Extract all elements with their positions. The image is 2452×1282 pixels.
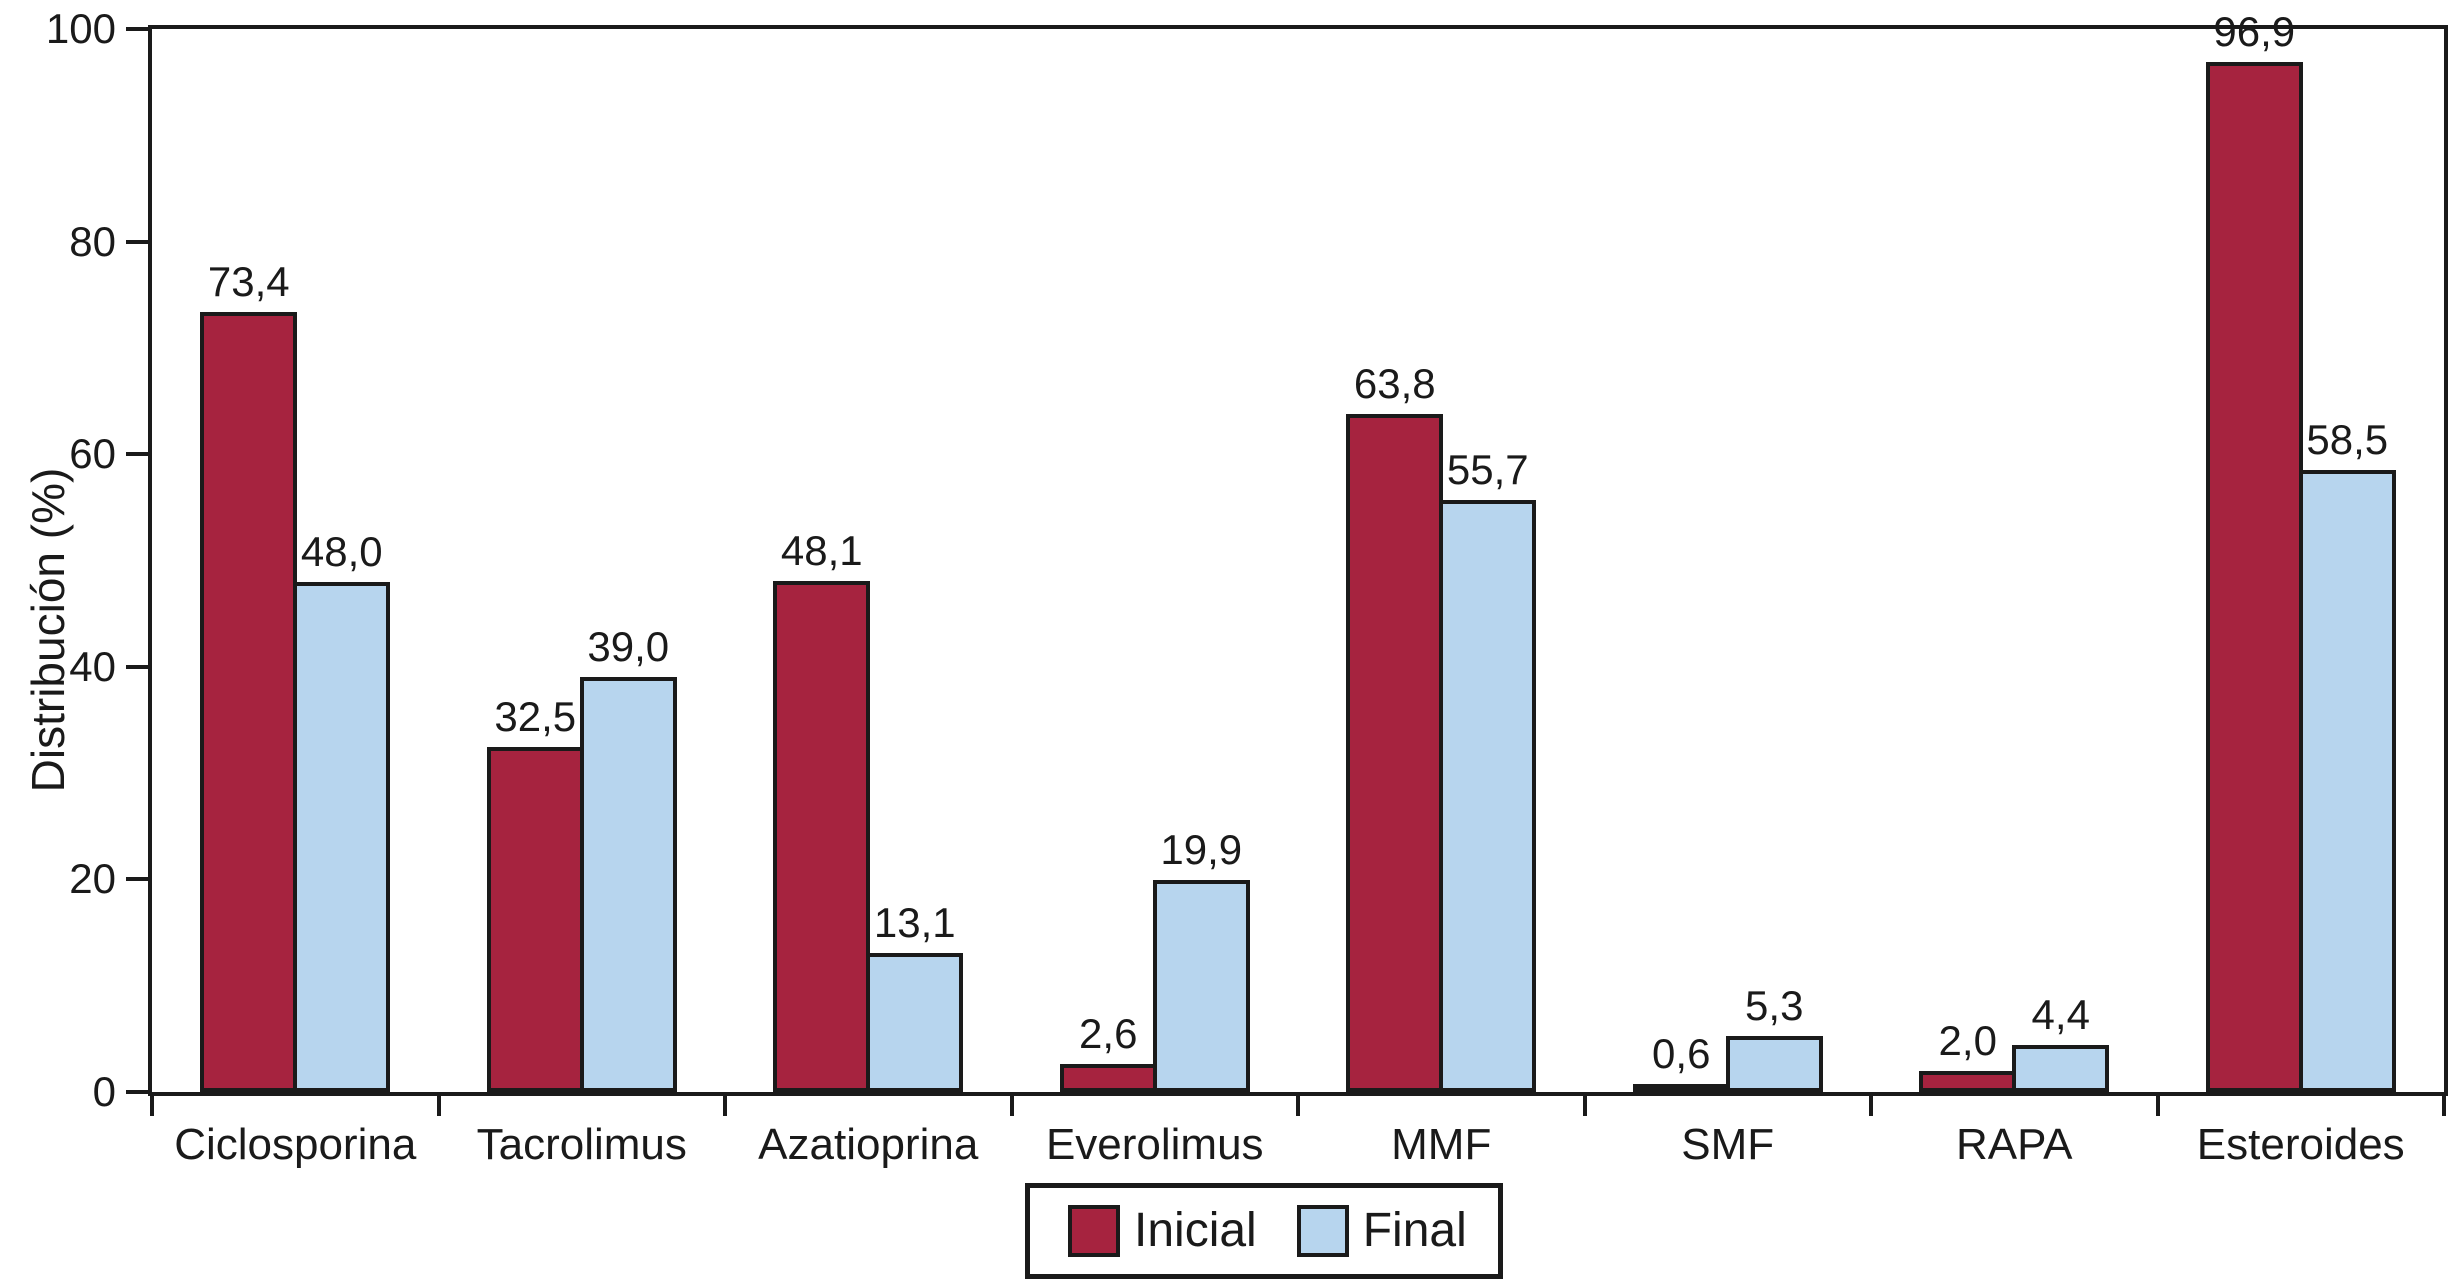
- bar-final: 19,9: [1152, 826, 1250, 1092]
- bar-final: 58,5: [2298, 416, 2396, 1092]
- y-axis-title: Distribución (%): [22, 467, 74, 793]
- x-axis-category-label: Azatioprina: [758, 1120, 979, 1169]
- category-group: 96,9 58,5: [2158, 8, 2445, 1092]
- x-axis-tick: [1296, 1096, 1300, 1116]
- bar-final: 48,0: [293, 528, 391, 1092]
- legend-label-final: Final: [1362, 1204, 1467, 1257]
- bar-value-label: 48,0: [300, 527, 383, 575]
- bar-final: 39,0: [579, 623, 677, 1092]
- bar-value-label: 32,5: [494, 692, 577, 740]
- category-group: 2,0 4,4: [1871, 29, 2158, 1092]
- x-axis-tick: [2155, 1096, 2160, 1116]
- legend-swatch-inicial: [1068, 1205, 1120, 1257]
- x-axis-category-label: MMF: [1391, 1120, 1492, 1169]
- bar-value-label: 2,0: [1938, 1016, 1997, 1064]
- bar-value-label: 5,3: [1745, 981, 1804, 1029]
- bar-inicial: 73,4: [200, 258, 298, 1092]
- bar-value-label: 4,4: [2031, 991, 2090, 1039]
- legend-label-inicial: Inicial: [1134, 1204, 1257, 1257]
- category-group: 2,6 19,9: [1012, 29, 1299, 1092]
- bar-value-label: 39,0: [587, 623, 670, 671]
- category-group: 48,1 13,1: [725, 29, 1012, 1092]
- x-axis-tick: [723, 1096, 727, 1116]
- x-axis-category-label: RAPA: [1955, 1120, 2073, 1169]
- category-group: 73,4 48,0: [152, 29, 439, 1092]
- bar-inicial: 32,5: [486, 693, 584, 1092]
- bar-inicial: 48,1: [773, 527, 871, 1092]
- y-axis-tick: [126, 239, 148, 244]
- x-axis-category-label: SMF: [1681, 1120, 1775, 1169]
- bar-value-label: 0,6: [1652, 1030, 1711, 1077]
- bar-value-label: 48,1: [780, 526, 863, 574]
- category-group: 32,5 39,0: [439, 29, 726, 1092]
- x-axis-tick: [1582, 1096, 1587, 1116]
- legend-swatch-final: [1296, 1205, 1349, 1257]
- bar-final: 5,3: [1725, 982, 1823, 1092]
- bar-value-label: 63,8: [1353, 359, 1436, 407]
- x-axis-tick: [1009, 1096, 1014, 1116]
- y-axis-tick: [126, 27, 148, 31]
- bar-value-label: 13,1: [873, 898, 956, 946]
- bar-inicial: 63,8: [1346, 360, 1444, 1092]
- x-axis-tick: [150, 1096, 154, 1116]
- bar-inicial: 2,6: [1059, 1010, 1157, 1092]
- bar-final: 4,4: [2012, 991, 2110, 1092]
- x-axis-category-label: Ciclosporina: [174, 1120, 417, 1169]
- y-axis-tick: [126, 1090, 148, 1094]
- bar-value-label: 73,4: [207, 257, 290, 305]
- legend: Inicial Final: [1025, 1183, 1503, 1279]
- bar-value-label: 96,9: [2213, 7, 2296, 55]
- y-axis-tick: [126, 664, 148, 669]
- bar-value-label: 2,6: [1079, 1010, 1138, 1058]
- x-axis-tick: [436, 1096, 441, 1116]
- x-axis-category-label: Tacrolimus: [476, 1120, 687, 1169]
- bar-final: 55,7: [1439, 446, 1537, 1092]
- bar-value-label: 19,9: [1160, 826, 1243, 874]
- y-axis-tick: [126, 452, 148, 457]
- category-group: 63,8 55,7: [1298, 29, 1585, 1092]
- plot-area: 0 20 40 60 80 100 73,4 48,0 Ciclosporina 32,5 39,0…: [46, 8, 2448, 1169]
- bar-inicial: 2,0: [1919, 1017, 2017, 1092]
- bar-inicial: 0,6: [1632, 1030, 1730, 1092]
- x-axis-tick: [1869, 1096, 1873, 1116]
- bar-value-label: 58,5: [2306, 416, 2389, 464]
- x-axis-tick: [2442, 1096, 2446, 1116]
- x-axis-category-label: Esteroides: [2196, 1120, 2405, 1169]
- bar-value-label: 55,7: [1446, 445, 1529, 493]
- x-axis-category-label: Everolimus: [1045, 1120, 1264, 1169]
- bar-final: 13,1: [866, 899, 964, 1092]
- y-axis-tick: [126, 877, 148, 882]
- bar-inicial: 96,9: [2205, 8, 2303, 1092]
- category-group: 0,6 5,3: [1585, 29, 1872, 1092]
